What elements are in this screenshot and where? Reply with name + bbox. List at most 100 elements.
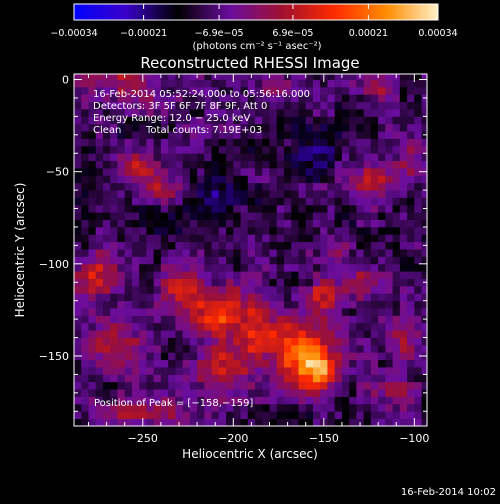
heatmap-cell (392, 411, 401, 420)
heatmap-cell (283, 101, 292, 110)
heatmap-cell (334, 256, 343, 265)
heatmap-cell (305, 322, 314, 331)
heatmap-cell (276, 352, 285, 361)
heatmap-cell (305, 352, 314, 361)
heatmap-cell (276, 285, 285, 294)
heatmap-cell (414, 249, 422, 257)
heatmap-cell (407, 337, 415, 346)
heatmap-cell (378, 403, 386, 412)
heatmap-cell (378, 293, 386, 302)
heatmap-cell (312, 123, 321, 132)
heatmap-cell (283, 160, 292, 169)
heatmap-cell (153, 86, 162, 95)
heatmap-cell (131, 293, 140, 302)
heatmap-cell (218, 131, 227, 139)
heatmap-cell (327, 300, 336, 309)
heatmap-cell (74, 308, 82, 316)
heatmap-cell (312, 367, 321, 375)
heatmap-cell (102, 263, 111, 272)
heatmap-cell (88, 293, 97, 302)
heatmap-cell (117, 293, 126, 302)
heatmap-cell (189, 256, 198, 265)
heatmap-cell (139, 241, 147, 250)
heatmap-cell (312, 285, 321, 294)
heatmap-cell (226, 389, 234, 397)
heatmap-cell (320, 367, 328, 375)
heatmap-cell (370, 308, 379, 316)
heatmap-cell (168, 300, 176, 309)
heatmap-cell (298, 167, 307, 176)
heatmap-cell (392, 344, 401, 353)
heatmap-cell (211, 367, 220, 375)
heatmap-cell (414, 94, 422, 103)
heatmap-cell (204, 374, 212, 383)
heatmap-cell (327, 374, 336, 383)
heatmap-cell (74, 123, 82, 132)
heatmap-cell (421, 109, 427, 117)
heatmap-cell (312, 263, 321, 272)
heatmap-cell (189, 160, 198, 169)
heatmap-cell (189, 212, 198, 220)
heatmap-cell (182, 241, 191, 250)
heatmap-cell (399, 175, 408, 184)
heatmap-cell (81, 293, 89, 302)
heatmap-cell (182, 278, 191, 287)
heatmap-cell (131, 322, 140, 331)
heatmap-cell (349, 249, 357, 257)
heatmap-cell (269, 190, 278, 198)
heatmap-cell (124, 79, 133, 88)
heatmap-cell (247, 175, 256, 184)
heatmap-cell (421, 337, 427, 346)
heatmap-cell (124, 212, 133, 220)
heatmap-cell (363, 374, 372, 383)
heatmap-cell (81, 278, 89, 287)
y-axis-label: Heliocentric Y (arcsec) (13, 183, 27, 318)
heatmap-cell (305, 359, 314, 368)
heatmap-cell (255, 344, 263, 353)
heatmap-cell (407, 374, 415, 383)
heatmap-cell (146, 367, 155, 375)
heatmap-cell (341, 145, 350, 154)
heatmap-cell (269, 160, 278, 169)
heatmap-cell (189, 145, 198, 154)
heatmap-cell (341, 74, 350, 80)
heatmap-cell (327, 315, 336, 324)
heatmap-cell (291, 352, 299, 361)
heatmap-cell (95, 234, 104, 243)
heatmap-cell (110, 256, 118, 265)
heatmap-cell (240, 79, 249, 88)
heatmap-cell (197, 256, 205, 265)
heatmap-cell (298, 94, 307, 103)
heatmap-cell (74, 109, 82, 117)
heatmap-cell (385, 396, 393, 405)
heatmap-cell (218, 285, 227, 294)
heatmap-cell (262, 263, 270, 272)
heatmap-cell (363, 322, 372, 331)
heatmap-cell (283, 367, 292, 375)
heatmap-cell (305, 79, 314, 88)
heatmap-cell (211, 271, 220, 279)
heatmap-cell (262, 367, 270, 375)
heatmap-cell (197, 79, 205, 88)
heatmap-cell (204, 411, 212, 420)
heatmap-cell (197, 278, 205, 287)
heatmap-cell (385, 374, 393, 383)
heatmap-cell (327, 308, 336, 316)
heatmap-cell (218, 241, 227, 250)
heatmap-cell (74, 367, 82, 375)
heatmap-cell (226, 138, 234, 147)
heatmap-cell (153, 101, 162, 110)
heatmap-cell (291, 226, 299, 235)
heatmap-cell (334, 374, 343, 383)
heatmap-cell (334, 86, 343, 95)
heatmap-cell (305, 403, 314, 412)
heatmap-cell (276, 278, 285, 287)
heatmap-cell (124, 138, 133, 147)
heatmap-cell (74, 411, 82, 420)
heatmap-cell (378, 359, 386, 368)
heatmap-cell (327, 74, 336, 80)
heatmap-cell (182, 153, 191, 162)
heatmap-cell (363, 167, 372, 176)
heatmap-cell (363, 94, 372, 103)
heatmap-cell (168, 315, 176, 324)
